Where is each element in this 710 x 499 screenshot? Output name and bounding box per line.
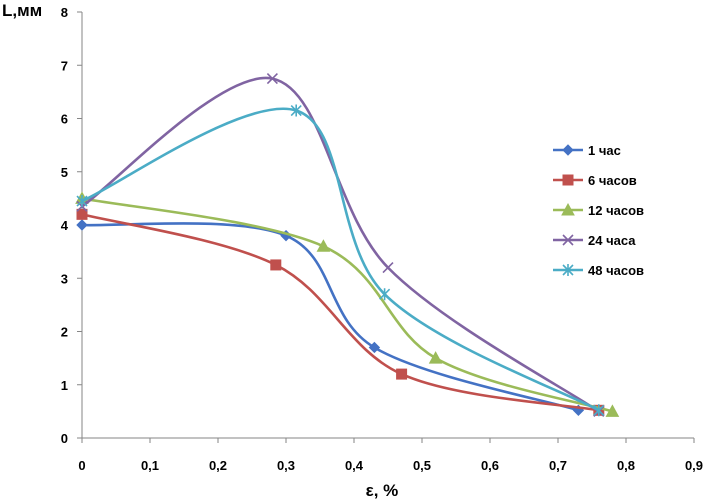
- series-line: [81, 76, 600, 413]
- legend-label: 6 часов: [588, 173, 637, 188]
- legend-marker: [562, 264, 574, 276]
- series-line: [81, 222, 579, 412]
- series-line: [81, 107, 600, 412]
- x-tick-label: 0,9: [685, 458, 703, 473]
- series-5: [76, 104, 605, 417]
- data-point: [76, 208, 88, 220]
- y-tick-label: 0: [61, 431, 68, 446]
- x-tick-label: 0,4: [345, 458, 364, 473]
- axes: 0 1 2 3 4 5 6 7 8 0 0,1 0,2 0,3 0,4 0,5 0,6 0,7 0,8 0,9: [61, 5, 703, 473]
- y-axis-label: L,мм: [2, 1, 42, 20]
- y-tick-label: 4: [61, 218, 69, 233]
- y-tick-label: 2: [61, 325, 68, 340]
- legend-marker: [562, 234, 574, 246]
- x-tick-label: 0,3: [277, 458, 295, 473]
- legend-label: 24 часа: [588, 233, 636, 248]
- legend-marker: [562, 144, 574, 156]
- data-point: [396, 368, 408, 380]
- y-tick-label: 3: [61, 271, 68, 286]
- data-point: [368, 341, 381, 354]
- legend-item: 48 часов: [553, 263, 644, 278]
- data-point: [266, 72, 278, 85]
- x-tick-label: 0,7: [549, 458, 567, 473]
- legend-item: 12 часов: [553, 202, 644, 218]
- y-tick-label: 8: [61, 5, 68, 20]
- legend-item: 6 часов: [553, 173, 637, 188]
- series-line: [81, 197, 613, 413]
- series-group: [75, 72, 620, 417]
- data-point: [290, 104, 302, 117]
- data-point: [316, 239, 331, 252]
- legend: 1 час 6 часов 12 часов 24 часа 48 часов: [553, 143, 644, 278]
- y-tick-label: 1: [61, 378, 68, 393]
- data-point: [76, 195, 88, 208]
- series-line: [81, 213, 600, 412]
- legend-marker: [561, 202, 575, 216]
- data-point: [382, 262, 394, 274]
- x-tick-label: 0,8: [617, 458, 635, 473]
- x-tick-label: 0,2: [209, 458, 227, 473]
- y-tick-label: 6: [61, 112, 68, 127]
- x-tick-label: 0,1: [141, 458, 159, 473]
- legend-label: 1 час: [588, 143, 621, 158]
- x-tick-label: 0: [78, 458, 85, 473]
- legend-item: 24 часа: [553, 233, 636, 248]
- y-tick-label: 7: [61, 58, 68, 73]
- data-point: [593, 404, 605, 417]
- data-point: [76, 219, 88, 231]
- legend-marker: [562, 174, 574, 186]
- data-point: [270, 259, 282, 271]
- x-tick-label: 0,5: [413, 458, 431, 473]
- legend-label: 48 часов: [588, 263, 644, 278]
- legend-item: 1 час: [553, 143, 621, 158]
- legend-label: 12 часов: [588, 203, 644, 218]
- x-axis-label: ε, %: [366, 481, 399, 499]
- data-point: [605, 404, 620, 417]
- data-point: [428, 351, 443, 364]
- x-tick-label: 0,6: [481, 458, 499, 473]
- series-2: [76, 208, 605, 416]
- y-tick-label: 5: [61, 165, 68, 180]
- data-point: [379, 288, 391, 301]
- series-4: [76, 72, 605, 417]
